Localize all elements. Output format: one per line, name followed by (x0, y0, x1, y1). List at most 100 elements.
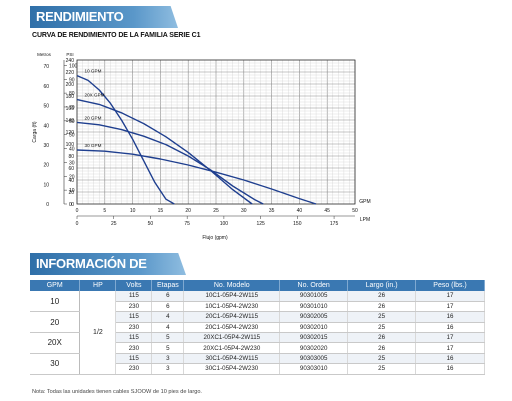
table-row: 30 115 3 30C1-05P4-2W115 90303005 25 16 (30, 353, 485, 375)
x-tick-label-lpm: 100 (220, 221, 229, 227)
y-tick-label-psi: 70 (69, 105, 75, 111)
header-etapas: Etapas (151, 280, 185, 291)
table-row: 20 115 4 20C1-05P4-2W115 90302005 25 16 (30, 311, 485, 334)
y-axis-label: Carga (ft) (32, 121, 38, 142)
orden-cell: 90302020 (279, 342, 349, 354)
largo-cell: 26 (347, 301, 417, 313)
y-tick-label-m: 40 (43, 123, 49, 129)
volts-cell: 230 (115, 363, 153, 375)
chart-series (76, 74, 317, 205)
volts-cell: 230 (115, 322, 153, 334)
peso-cell: 17 (415, 342, 485, 354)
orden-cell: 90302005 (279, 311, 349, 323)
y-tick-label-m: 50 (43, 104, 49, 110)
y-tick-label-ft: 20 (68, 190, 74, 196)
etapas-cell: 3 (151, 353, 185, 365)
etapas-cell: 3 (151, 363, 185, 375)
series-label: 10 GPM (85, 69, 102, 74)
section-banner-pedido: INFORMACIÓN DE PEDIDO (30, 253, 186, 275)
orden-cell: 90302015 (279, 332, 349, 344)
x-tick-label-lpm: 125 (256, 221, 265, 227)
orden-cell: 90301010 (279, 301, 349, 313)
header-orden: No. Orden (279, 280, 349, 291)
psi-axis-label: PSI (66, 52, 73, 57)
modelo-cell: 20C1-05P4-2W115 (183, 311, 281, 323)
y-tick-label-psi: 50 (69, 133, 75, 139)
y-tick-label-m: 10 (43, 182, 49, 188)
y-tick-label-psi: 20 (69, 174, 75, 180)
volts-cell: 115 (115, 353, 153, 365)
peso-cell: 16 (415, 311, 485, 323)
y-tick-label-ft: 40 (68, 178, 74, 184)
gpm-cell: 20 (30, 311, 81, 334)
orden-cell: 90303010 (279, 363, 349, 375)
y-tick-label-ft: 140 (66, 118, 75, 124)
gpm-unit-label: GPM (359, 199, 370, 205)
series-line (76, 149, 317, 205)
modelo-cell: 10C1-05P4-2W115 (183, 291, 281, 302)
section-title-pedido: INFORMACIÓN DE PEDIDO (36, 256, 147, 271)
largo-cell: 25 (347, 322, 417, 334)
modelo-cell: 20C1-05P4-2W230 (183, 322, 281, 334)
chart-grid (76, 59, 356, 205)
y-tick-label-psi: 30 (69, 160, 75, 166)
y-tick-label-ft: 80 (68, 154, 74, 160)
peso-cell: 16 (415, 363, 485, 375)
y-tick-label-ft: 120 (66, 130, 75, 136)
y-tick-label-m: 30 (43, 143, 49, 149)
x-tick-label-lpm: 0 (76, 221, 79, 227)
table-row: 230 3 30C1-05P4-2W230 90303010 25 16 (30, 363, 485, 375)
y-tick-label-m: 20 (43, 163, 49, 169)
table-row: 230 5 20XC1-05P4-2W230 90302020 26 17 (30, 342, 485, 354)
y-tick-label-ft: 0 (71, 202, 74, 208)
etapas-cell: 4 (151, 322, 185, 334)
header-largo: Largo (in.) (347, 280, 417, 291)
peso-cell: 17 (415, 301, 485, 313)
series-label: 30 GPM (85, 143, 102, 148)
y-tick-label-psi: 40 (69, 147, 75, 153)
header-volts: Volts (115, 280, 153, 291)
volts-cell: 115 (115, 291, 153, 302)
largo-cell: 25 (347, 311, 417, 323)
y-tick-label-m: 0 (46, 202, 49, 208)
series-line (76, 74, 175, 205)
largo-cell: 26 (347, 332, 417, 344)
modelo-cell: 20XC1-05P4-2W115 (183, 332, 281, 344)
etapas-cell: 6 (151, 301, 185, 313)
x-tick-label-gpm: 0 (76, 208, 79, 214)
y-tick-label-psi: 90 (69, 77, 75, 83)
etapas-cell: 5 (151, 342, 185, 354)
largo-cell: 26 (347, 342, 417, 354)
section-title-rendimiento: RENDIMIENTO (36, 9, 124, 24)
x-tick-label-gpm: 50 (352, 208, 358, 214)
chart-axes (63, 59, 356, 219)
x-tick-label-lpm: 75 (184, 221, 190, 227)
y-tick-label-m: 60 (43, 84, 49, 90)
y-tick-label-ft: 240 (66, 58, 75, 64)
series-line (76, 121, 264, 205)
x-tick-label-gpm: 35 (269, 208, 275, 214)
x-tick-label-gpm: 20 (185, 208, 191, 214)
x-axis-label: Flujo (gpm) (202, 235, 228, 241)
modelo-cell: 20XC1-05P4-2W230 (183, 342, 281, 354)
peso-cell: 17 (415, 291, 485, 302)
volts-cell: 230 (115, 301, 153, 313)
modelo-cell: 30C1-05P4-2W230 (183, 363, 281, 375)
gpm-cell: 10 (30, 291, 81, 313)
y-tick-label-psi: 60 (69, 119, 75, 125)
hp-cell: 1/2 (79, 291, 117, 375)
table-row: 230 4 20C1-05P4-2W230 90302010 25 16 (30, 322, 485, 334)
chart-labels: 0204060801001201401601802002202400102030… (32, 52, 371, 241)
largo-cell: 25 (347, 353, 417, 365)
peso-cell: 17 (415, 332, 485, 344)
x-tick-label-gpm: 25 (213, 208, 219, 214)
x-tick-label-gpm: 10 (130, 208, 136, 214)
y-tick-label-psi: 100 (69, 63, 78, 69)
orden-cell: 90301005 (279, 291, 349, 302)
peso-cell: 16 (415, 322, 485, 334)
header-peso: Peso (lbs.) (415, 280, 485, 291)
section-banner-rendimiento: RENDIMIENTO (30, 6, 178, 28)
y-tick-label-psi: 80 (69, 91, 75, 97)
volts-cell: 230 (115, 342, 153, 354)
x-tick-label-lpm: 150 (293, 221, 302, 227)
